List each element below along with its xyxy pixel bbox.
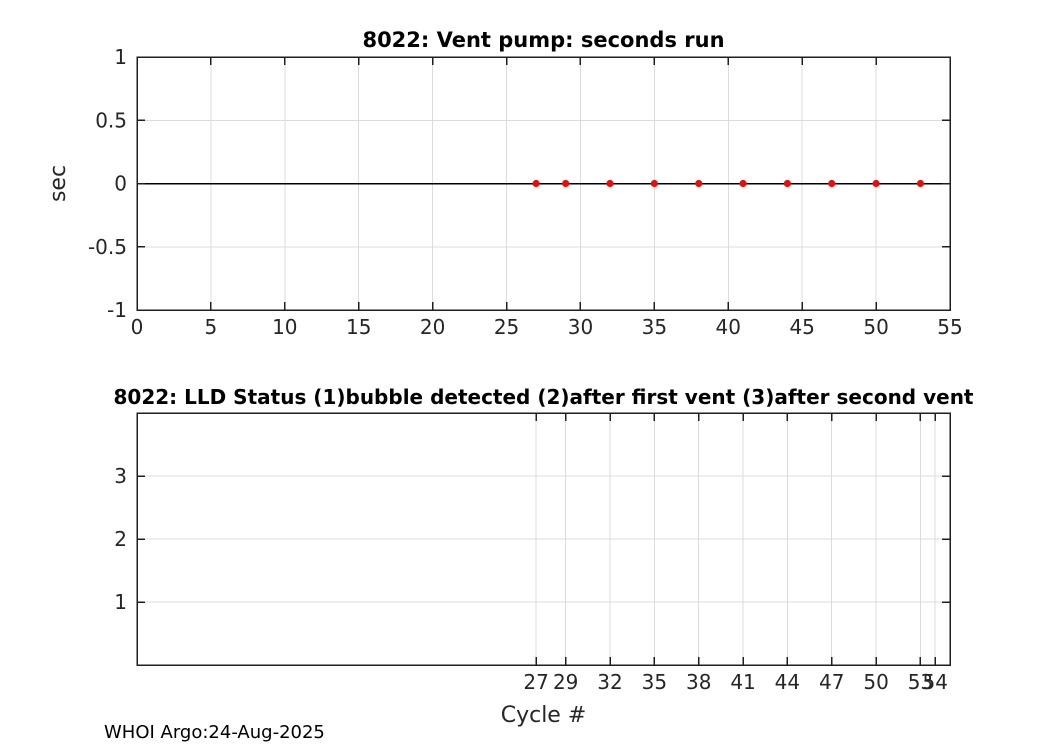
y-tick-label: 1: [114, 590, 127, 614]
data-point: [783, 179, 792, 188]
plot-title: 8022: Vent pump: seconds run: [362, 28, 724, 52]
x-tick-label: 50: [863, 670, 888, 694]
data-point: [828, 179, 836, 188]
x-tick-label: 5: [205, 315, 218, 339]
y-tick-label: 1: [114, 45, 127, 69]
data-point: [872, 179, 880, 188]
y-axis-label: sec: [46, 165, 71, 202]
x-tick-label: 30: [568, 315, 593, 339]
x-tick-label: 41: [730, 670, 755, 694]
footer-credit: WHOI Argo:24-Aug-2025: [104, 722, 325, 743]
x-tick-label: 35: [642, 315, 667, 339]
y-tick-label: -1: [107, 298, 127, 322]
data-point: [532, 179, 540, 188]
y-tick-label: 0: [114, 172, 127, 196]
x-tick-label: 29: [553, 670, 578, 694]
data-point: [606, 179, 614, 188]
x-tick-label: 38: [686, 670, 711, 694]
x-tick-label: 55: [937, 315, 962, 339]
x-tick-label: 25: [494, 315, 519, 339]
x-tick-label: 50: [863, 315, 888, 339]
x-tick-label: 40: [716, 315, 741, 339]
x-tick-label: 35: [642, 670, 667, 694]
plot-title: 8022: LLD Status (1)bubble detected (2)a…: [114, 385, 974, 409]
subplot-1: 0 5 10 15 20 25 30 35 40 45 50 55 -1 -0.5 0 0.5 1 8022: V…: [46, 28, 963, 339]
y-tick-label: -0.5: [88, 235, 127, 259]
x-tick-label: 53: [908, 670, 933, 694]
x-tick-label: 44: [775, 670, 800, 694]
x-tick-label: 47: [819, 670, 844, 694]
x-tick-label: 10: [272, 315, 297, 339]
y-tick-label: 2: [114, 527, 127, 551]
data-point: [562, 179, 570, 188]
data-point: [695, 179, 703, 188]
y-tick-label: 0.5: [95, 108, 127, 132]
data-point: [739, 179, 747, 188]
x-tick-label: 0: [131, 315, 144, 339]
x-tick-label: 54: [922, 670, 947, 694]
data-point: [650, 179, 658, 188]
x-tick-label: 20: [420, 315, 445, 339]
x-tick-label: 45: [789, 315, 814, 339]
x-tick-label: 32: [597, 670, 622, 694]
x-tick-label: 15: [346, 315, 371, 339]
data-point: [916, 179, 925, 188]
x-tick-label: 27: [523, 670, 548, 694]
y-tick-label: 3: [114, 464, 127, 488]
x-axis-label: Cycle #: [501, 703, 587, 728]
